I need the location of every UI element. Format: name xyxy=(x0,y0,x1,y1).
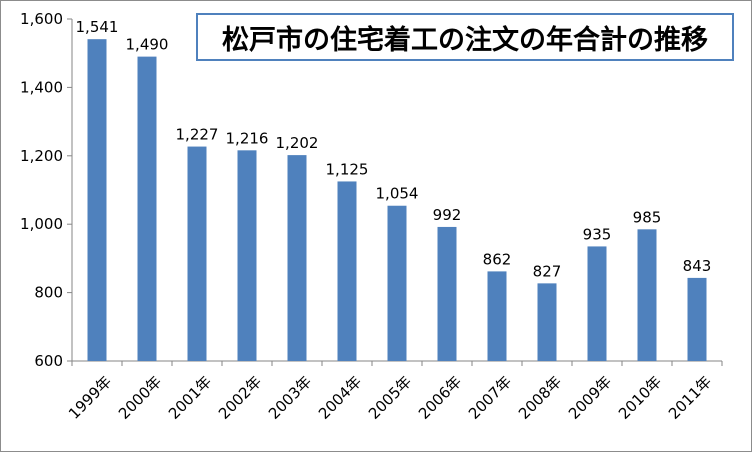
x-tick-label: 2004年 xyxy=(315,373,365,423)
data-label: 1,216 xyxy=(226,129,269,147)
x-tick-label: 2006年 xyxy=(415,373,465,423)
bar xyxy=(487,271,507,361)
x-tick-label: 2009年 xyxy=(565,373,615,423)
x-tick-label: 2005年 xyxy=(365,373,415,423)
data-label: 992 xyxy=(433,206,462,224)
data-label: 1,202 xyxy=(276,134,319,152)
bar xyxy=(637,229,657,361)
bar xyxy=(187,146,207,361)
bar xyxy=(387,205,407,361)
data-label: 843 xyxy=(683,257,712,275)
data-label: 1,541 xyxy=(76,18,119,36)
data-label: 862 xyxy=(483,250,512,268)
chart-title: 松戸市の住宅着工の注文の年合計の推移 xyxy=(222,24,708,56)
x-tick-label: 2007年 xyxy=(465,373,515,423)
x-tick-label: 1999年 xyxy=(65,373,115,423)
y-tick-label: 600 xyxy=(34,352,63,370)
data-label: 1,227 xyxy=(176,126,219,144)
data-label: 1,125 xyxy=(326,160,369,178)
chart-title-box: 松戸市の住宅着工の注文の年合計の推移 xyxy=(196,13,734,61)
bar xyxy=(537,283,557,361)
data-label: 1,054 xyxy=(376,185,419,203)
data-label: 985 xyxy=(633,208,662,226)
bar xyxy=(587,246,607,361)
x-tick-label: 2010年 xyxy=(615,373,665,423)
bar xyxy=(337,181,357,361)
data-labels: 1,541 1,490 1,227 1,216 1,202 1,125 1,054 992 86… xyxy=(76,18,712,280)
x-tick-label: 2008年 xyxy=(515,373,565,423)
data-label: 827 xyxy=(533,262,562,280)
bars xyxy=(87,39,707,362)
y-tick-label: 1,400 xyxy=(20,78,63,96)
x-tick-label: 2011年 xyxy=(665,373,715,423)
x-tick-label: 2001年 xyxy=(165,373,215,423)
x-tick-label: 2002年 xyxy=(215,373,265,423)
y-tick-label: 800 xyxy=(34,284,63,302)
bar xyxy=(87,39,107,361)
data-label: 1,490 xyxy=(126,36,169,54)
bar xyxy=(237,150,257,361)
bar xyxy=(137,56,157,362)
y-tick-label: 1,000 xyxy=(20,215,63,233)
data-label: 935 xyxy=(583,225,612,243)
x-tick-label: 2000年 xyxy=(115,373,165,423)
x-tick-label: 2003年 xyxy=(265,373,315,423)
bar xyxy=(687,277,707,361)
y-tick-label: 1,200 xyxy=(20,147,63,165)
y-tick-label: 1,600 xyxy=(20,10,63,28)
bar xyxy=(437,226,457,361)
bar xyxy=(287,155,307,361)
